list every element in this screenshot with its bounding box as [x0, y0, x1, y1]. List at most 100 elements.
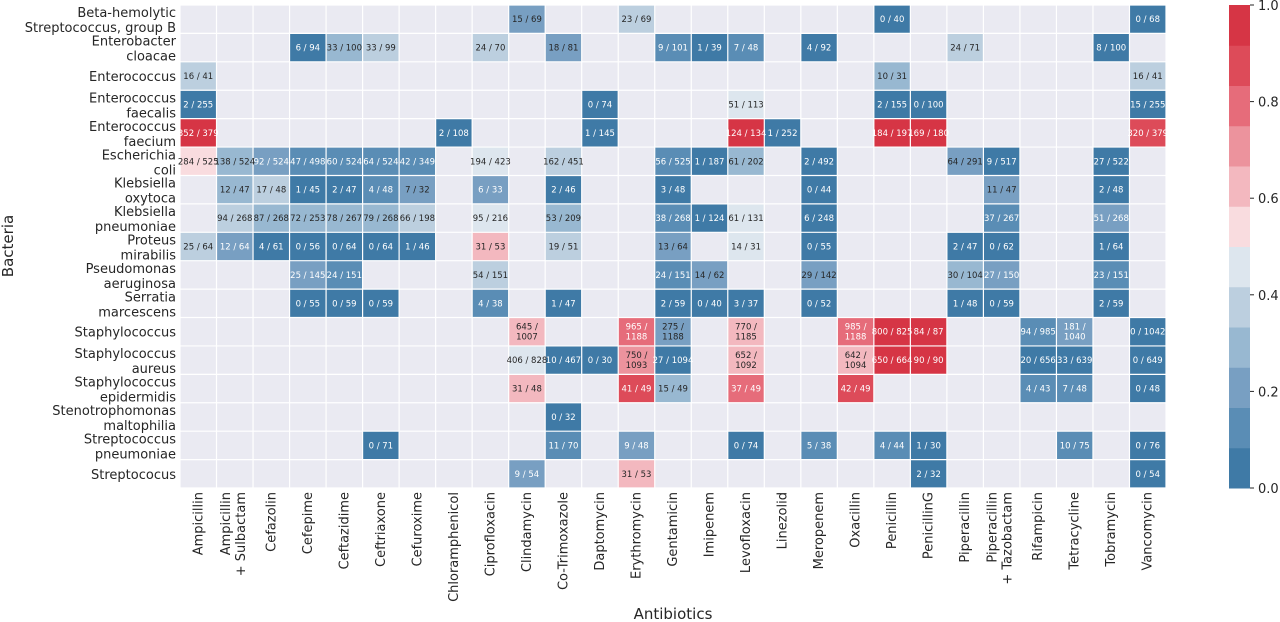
cell-value-label: 650 / 664 [872, 356, 913, 366]
heatmap-cell [1056, 374, 1093, 403]
cell-value-label: 64 / 524 [363, 157, 398, 167]
cell-value-label: 54 / 151 [473, 271, 508, 281]
cell-value-label: 750 /1093 [626, 351, 648, 371]
heatmap-cell [910, 345, 947, 375]
cell-value-label: 162 / 451 [543, 157, 584, 167]
heatmap-cell [983, 175, 1020, 204]
y-tick-label: Staphylococcus aureus [75, 347, 177, 377]
heatmap-cell [727, 345, 765, 375]
cell-value-label: 94 / 985 [1021, 328, 1056, 338]
cell-value-label: 0 / 64 [332, 243, 357, 253]
cell-value-label: 1 / 145 [585, 129, 615, 139]
y-axis-label: Bacteria [0, 215, 17, 277]
colorbar-segment [1229, 447, 1250, 489]
x-tick-label: Cefazolin [264, 492, 279, 552]
heatmap-cell [946, 232, 984, 261]
cell-value-label: 284 / 525 [178, 157, 219, 167]
cell-value-label: 27 / 150 [984, 271, 1019, 281]
heatmap-cell [326, 260, 363, 290]
cell-value-label: 33 / 639 [1057, 356, 1092, 366]
heatmap-cell [1092, 289, 1130, 318]
cell-value-label: 0 / 56 [296, 243, 321, 253]
cell-value-label: 15 / 69 [512, 15, 542, 25]
cell-value-label: 90 / 90 [914, 356, 944, 366]
heatmap-cell [326, 289, 363, 318]
x-tick-label: Gentamicin [666, 492, 681, 567]
heatmap-cell [545, 402, 582, 432]
cell-value-label: 1 / 45 [296, 186, 321, 196]
heatmap-cell [618, 5, 655, 34]
heatmap-cell [1019, 317, 1057, 346]
x-tick-label: Piperacillin [986, 492, 1001, 563]
cell-value-label: 1 / 124 [695, 214, 725, 224]
cell-value-label: 0 / 59 [989, 299, 1014, 309]
cell-value-label: 0 / 55 [296, 299, 321, 309]
colorbar-segment [1229, 286, 1250, 328]
heatmap-cell [691, 147, 728, 176]
heatmap-cell [289, 232, 327, 261]
heatmap-cell [727, 118, 765, 148]
cell-value-label: 37 / 49 [731, 385, 761, 395]
colorbar-segment [1229, 166, 1250, 207]
heatmap-cell [764, 118, 801, 148]
cell-value-label: 10 / 467 [546, 356, 581, 366]
cell-value-label: 23 / 69 [622, 15, 652, 25]
x-tick-label: Clindamycin [520, 492, 535, 572]
heatmap-cell [800, 147, 838, 176]
heatmap-cell [508, 5, 546, 34]
cell-value-label: 0 / 30 [588, 356, 613, 366]
heatmap-cell [326, 33, 363, 62]
colorbar-segment [1229, 246, 1250, 288]
cell-value-label: 13 / 64 [658, 243, 688, 253]
cell-value-label: 11 / 70 [548, 441, 578, 451]
cell-value-label: 2 / 155 [877, 100, 907, 110]
heatmap-cell [362, 33, 400, 62]
heatmap-cell [800, 33, 838, 62]
heatmap-cell [1092, 33, 1130, 62]
heatmap-cell [946, 33, 984, 62]
y-tick-label: Staphylococcus epidermidis [75, 376, 177, 406]
cell-value-label: 4 / 44 [880, 441, 905, 451]
cell-value-label: 64 / 291 [947, 157, 982, 167]
cell-value-label: 2 / 47 [332, 186, 357, 196]
colorbar-segment [1229, 45, 1250, 86]
cell-value-label: 60 / 524 [327, 157, 362, 167]
heatmap-cell [472, 232, 509, 261]
heatmap-cell [654, 289, 692, 318]
heatmap-cell [654, 175, 692, 204]
cell-value-label: 61 / 202 [728, 157, 763, 167]
x-tick-label: Ceftazidime [337, 492, 352, 569]
heatmap-cell [581, 90, 619, 119]
cell-value-label: 985 /1188 [845, 323, 867, 343]
heatmap-cell [289, 203, 327, 233]
cell-value-label: 2 / 108 [439, 129, 469, 139]
heatmap-cell [326, 175, 363, 204]
cell-value-label: 124 / 134 [726, 129, 767, 139]
colorbar-segment [1229, 85, 1250, 127]
heatmap-cell [362, 289, 400, 318]
cell-value-label: 17 / 48 [256, 186, 286, 196]
y-tick-label: Escherichia coli [102, 148, 176, 178]
cell-value-label: 2 / 46 [551, 186, 576, 196]
cell-value-label: 0 / 59 [369, 299, 394, 309]
cell-value-label: 53 / 209 [546, 214, 581, 224]
heatmap-cell [1129, 345, 1166, 375]
cell-value-label: 138 / 524 [214, 157, 255, 167]
heatmap-cell [326, 147, 363, 176]
colorbar-tick-label: 0.2 [1258, 385, 1279, 400]
heatmap-cell-labels: 15 / 69 23 / 69 0 / 40 0 / 68 6 / 94 33 / 100… [178, 15, 1168, 480]
x-tick-label: Ampicillin [191, 492, 206, 555]
x-tick-labels: Ampicillin Ampicillin + Sulbactam Cefazolin… [191, 492, 1155, 602]
colorbar-tick-label: 0.4 [1258, 289, 1279, 304]
heatmap-cells [180, 5, 1166, 488]
cell-value-label: 31 / 53 [475, 243, 505, 253]
heatmap-cell [910, 317, 947, 346]
x-tick-label: Imipenem [703, 492, 718, 557]
heatmap-cell [618, 459, 655, 488]
cell-value-label: 1 / 64 [1099, 243, 1124, 253]
cell-value-label: 18 / 81 [548, 44, 578, 54]
heatmap-cell [289, 175, 327, 204]
heatmap-cell [180, 118, 217, 148]
x-tick-label: Rifampicin [1031, 492, 1046, 561]
cell-value-label: 4 / 61 [259, 243, 284, 253]
